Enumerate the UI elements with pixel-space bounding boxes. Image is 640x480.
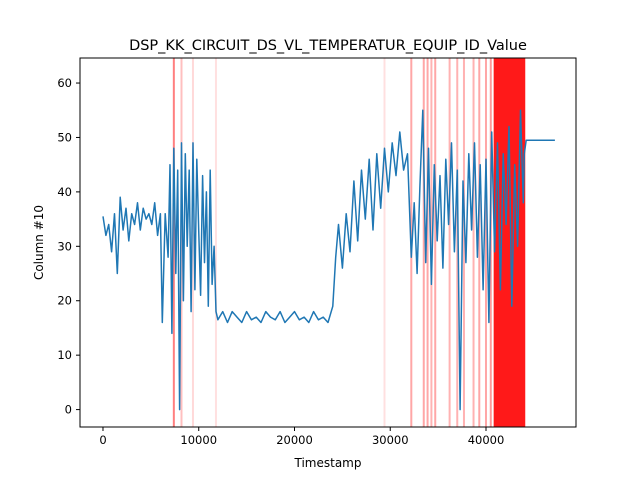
x-tick-label: 40000 — [468, 433, 505, 447]
chart-title: DSP_KK_CIRCUIT_DS_VL_TEMPERATUR_EQUIP_ID… — [129, 38, 527, 54]
x-tick-label: 10000 — [180, 433, 217, 447]
y-tick-label: 0 — [65, 403, 72, 417]
y-axis-label: Column #10 — [32, 205, 46, 280]
x-tick-label: 0 — [99, 433, 106, 447]
series-line-0 — [102, 109, 555, 411]
y-tick-label: 20 — [57, 294, 72, 308]
y-tick-label: 50 — [57, 130, 72, 144]
y-tick-label: 30 — [57, 239, 72, 253]
y-tick-label: 40 — [57, 185, 72, 199]
x-tick-label: 30000 — [372, 433, 409, 447]
y-tick-label: 10 — [57, 348, 72, 362]
x-axis: 0 10000 20000 30000 40000 — [99, 427, 504, 447]
series-lines — [102, 109, 555, 411]
y-axis: 0 10 20 30 40 50 60 — [57, 76, 80, 417]
x-axis-label: Timestamp — [294, 456, 362, 470]
plot-frame — [79, 57, 577, 428]
x-tick-label: 20000 — [276, 433, 313, 447]
y-tick-label: 60 — [57, 76, 72, 90]
